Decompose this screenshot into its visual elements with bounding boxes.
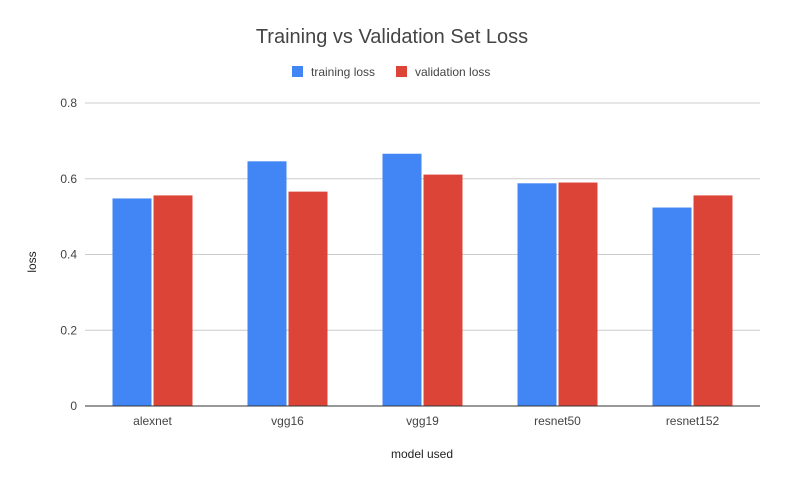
y-tick-label: 0.8 <box>60 96 77 110</box>
legend-swatch-training-loss <box>292 66 303 77</box>
bar-training-loss-vgg19 <box>382 153 422 406</box>
legend-label-training-loss: training loss <box>311 65 375 79</box>
x-tick-label-alexnet: alexnet <box>133 414 172 428</box>
gridlines <box>85 102 760 331</box>
y-tick-label: 0 <box>70 399 77 413</box>
x-tick-label-vgg19: vgg19 <box>406 414 439 428</box>
bars <box>112 153 733 406</box>
bar-training-loss-vgg16 <box>247 161 287 406</box>
y-axis-label: loss <box>25 251 39 272</box>
bar-validation-loss-alexnet <box>153 195 193 406</box>
chart-title: Training vs Validation Set Loss <box>256 26 528 48</box>
bar-validation-loss-vgg19 <box>423 174 463 406</box>
y-tick-label: 0.4 <box>60 248 77 262</box>
y-axis-ticks: 0 0.2 0.4 0.6 0.8 <box>60 96 77 413</box>
y-tick-label: 0.2 <box>60 323 77 337</box>
x-tick-label-resnet50: resnet50 <box>534 414 581 428</box>
bar-training-loss-resnet152 <box>652 207 692 406</box>
bar-training-loss-alexnet <box>112 198 152 406</box>
y-tick-label: 0.6 <box>60 172 77 186</box>
legend: training loss validation loss <box>292 65 490 79</box>
bar-training-loss-resnet50 <box>517 183 557 406</box>
x-tick-label-resnet152: resnet152 <box>666 414 720 428</box>
x-tick-label-vgg16: vgg16 <box>271 414 304 428</box>
legend-label-validation-loss: validation loss <box>415 65 490 79</box>
x-axis-ticks: alexnet vgg16 vgg19 resnet50 resnet152 <box>133 414 719 428</box>
legend-swatch-validation-loss <box>396 66 407 77</box>
bar-validation-loss-resnet152 <box>693 195 733 406</box>
bar-validation-loss-vgg16 <box>288 191 328 406</box>
bar-validation-loss-resnet50 <box>558 182 598 406</box>
x-axis-label: model used <box>391 447 453 461</box>
